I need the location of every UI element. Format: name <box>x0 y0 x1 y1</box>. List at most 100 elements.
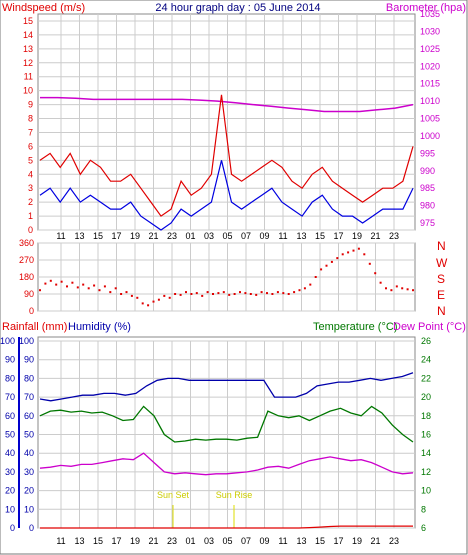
direction-point <box>109 291 112 294</box>
direction-point <box>120 293 123 295</box>
barometer-tick-label: 1000 <box>420 131 440 141</box>
direction-point <box>401 287 404 290</box>
temperature-tick-label: 14 <box>421 448 431 458</box>
direction-point <box>179 293 182 296</box>
direction-point <box>276 291 279 294</box>
windspeed-tick-label: 1 <box>28 211 33 221</box>
windspeed-tick-label: 7 <box>28 127 33 137</box>
temperature-tick-label: 22 <box>421 373 431 383</box>
direction-point <box>228 293 231 296</box>
windspeed-axis-label: Windspeed (m/s) <box>2 2 85 14</box>
sunrise-label: Sun Rise <box>216 490 253 500</box>
x-tick-label: 19 <box>352 536 362 546</box>
barometer-tick-label: 975 <box>420 218 435 228</box>
compass-label-e: E <box>437 288 445 302</box>
direction-point <box>190 293 193 295</box>
x-tick-label: 13 <box>296 536 306 546</box>
direction-point <box>71 281 74 284</box>
direction-point <box>222 291 225 294</box>
x-tick-label: 21 <box>370 231 380 241</box>
humidity-axis-label: Humidity (%) <box>68 321 131 333</box>
temperature-tick-label: 16 <box>421 430 431 440</box>
barometer-tick-label: 995 <box>420 148 435 158</box>
direction-point <box>212 293 214 295</box>
rainfall-axis-label: Rainfall (mm) <box>2 321 67 333</box>
direction-point <box>185 291 187 294</box>
humidity-tick-label: 40 <box>24 448 34 458</box>
humidity-tick-label: 20 <box>24 486 34 496</box>
direction-point <box>87 287 90 290</box>
humidity-tick-label: 70 <box>24 392 34 402</box>
direction-tick-label: 90 <box>24 289 34 299</box>
direction-point <box>255 293 258 296</box>
temperature-ticks: 6 8 10 12 14 16 18 20 22 24 26 <box>421 336 431 533</box>
humidity-tick-label: 10 <box>24 504 34 514</box>
x-tick-label: 15 <box>93 231 103 241</box>
direction-point <box>347 251 350 254</box>
x-tick-label: 19 <box>352 231 362 241</box>
humidity-ticks: 0 10 20 30 40 50 60 70 80 90 100 <box>19 336 34 533</box>
barometer-tick-label: 1025 <box>420 44 440 54</box>
temperature-axis-label: Temperature (°C) <box>313 321 397 333</box>
windspeed-tick-label: 15 <box>23 16 33 26</box>
direction-point <box>39 289 41 292</box>
x-tick-label: 21 <box>148 536 158 546</box>
direction-point <box>174 293 177 295</box>
x-tick-label: 03 <box>204 536 214 546</box>
rainfall-tick-label: 40 <box>5 448 15 458</box>
windspeed-tick-label: 11 <box>24 72 33 82</box>
x-tick-label: 05 <box>222 536 232 546</box>
barometer-tick-label: 990 <box>420 166 435 176</box>
direction-point <box>293 291 296 294</box>
direction-point <box>206 291 209 294</box>
rainfall-tick-label: 50 <box>5 430 15 440</box>
x-tick-label: 23 <box>167 231 177 241</box>
barometer-ticks: 975 980 985 990 995 1000 1005 1010 1015 1020 1025 1… <box>420 9 440 228</box>
barometer-tick-label: 1005 <box>420 114 440 124</box>
direction-tick-label: 360 <box>19 238 34 248</box>
direction-points <box>39 247 414 307</box>
x-tick-label: 13 <box>296 231 306 241</box>
direction-ticks: 0 90 180 270 360 <box>19 238 34 316</box>
temperature-x-ticks: 11 13 15 17 19 21 23 01 03 05 07 09 11 13 15 17 19 21 23 <box>56 536 399 546</box>
direction-point <box>152 300 155 303</box>
temperature-tick-label: 10 <box>421 486 431 496</box>
barometer-tick-label: 985 <box>420 183 435 193</box>
x-tick-label: 07 <box>241 231 251 241</box>
humidity-tick-label: 0 <box>29 523 34 533</box>
direction-point <box>260 291 263 294</box>
humidity-tick-label: 90 <box>24 355 34 365</box>
x-tick-label: 09 <box>259 536 269 546</box>
x-tick-label: 11 <box>278 231 287 241</box>
direction-point <box>374 272 377 275</box>
direction-point <box>325 264 328 267</box>
barometer-tick-label: 1015 <box>420 79 440 89</box>
compass-label-s: S <box>437 272 445 286</box>
direction-point <box>125 291 128 294</box>
rainfall-tick-label: 60 <box>5 411 15 421</box>
direction-point <box>357 247 360 250</box>
direction-point <box>157 298 160 301</box>
x-tick-label: 19 <box>130 231 140 241</box>
direction-point <box>266 292 268 295</box>
rainfall-line <box>40 525 413 529</box>
direction-point <box>341 253 344 256</box>
direction-point <box>103 285 106 288</box>
compass-labels: N W S E N <box>436 239 448 318</box>
windspeed-tick-label: 0 <box>28 225 33 235</box>
direction-point <box>239 291 241 294</box>
humidity-tick-label: 30 <box>24 467 34 477</box>
temperature-tick-label: 20 <box>421 392 431 402</box>
wind-average-line <box>39 160 414 231</box>
temperature-tick-label: 12 <box>421 467 431 477</box>
direction-point <box>201 294 204 297</box>
x-tick-label: 11 <box>56 536 65 546</box>
temperature-tick-label: 18 <box>421 411 431 421</box>
x-tick-label: 15 <box>315 231 325 241</box>
dewpoint-axis-label: Dew Point (°C) <box>393 321 466 333</box>
direction-tick-label: 0 <box>29 306 34 316</box>
direction-point <box>114 287 117 290</box>
humidity-tick-label: 60 <box>24 411 34 421</box>
sunset-label: Sun Set <box>157 490 190 500</box>
